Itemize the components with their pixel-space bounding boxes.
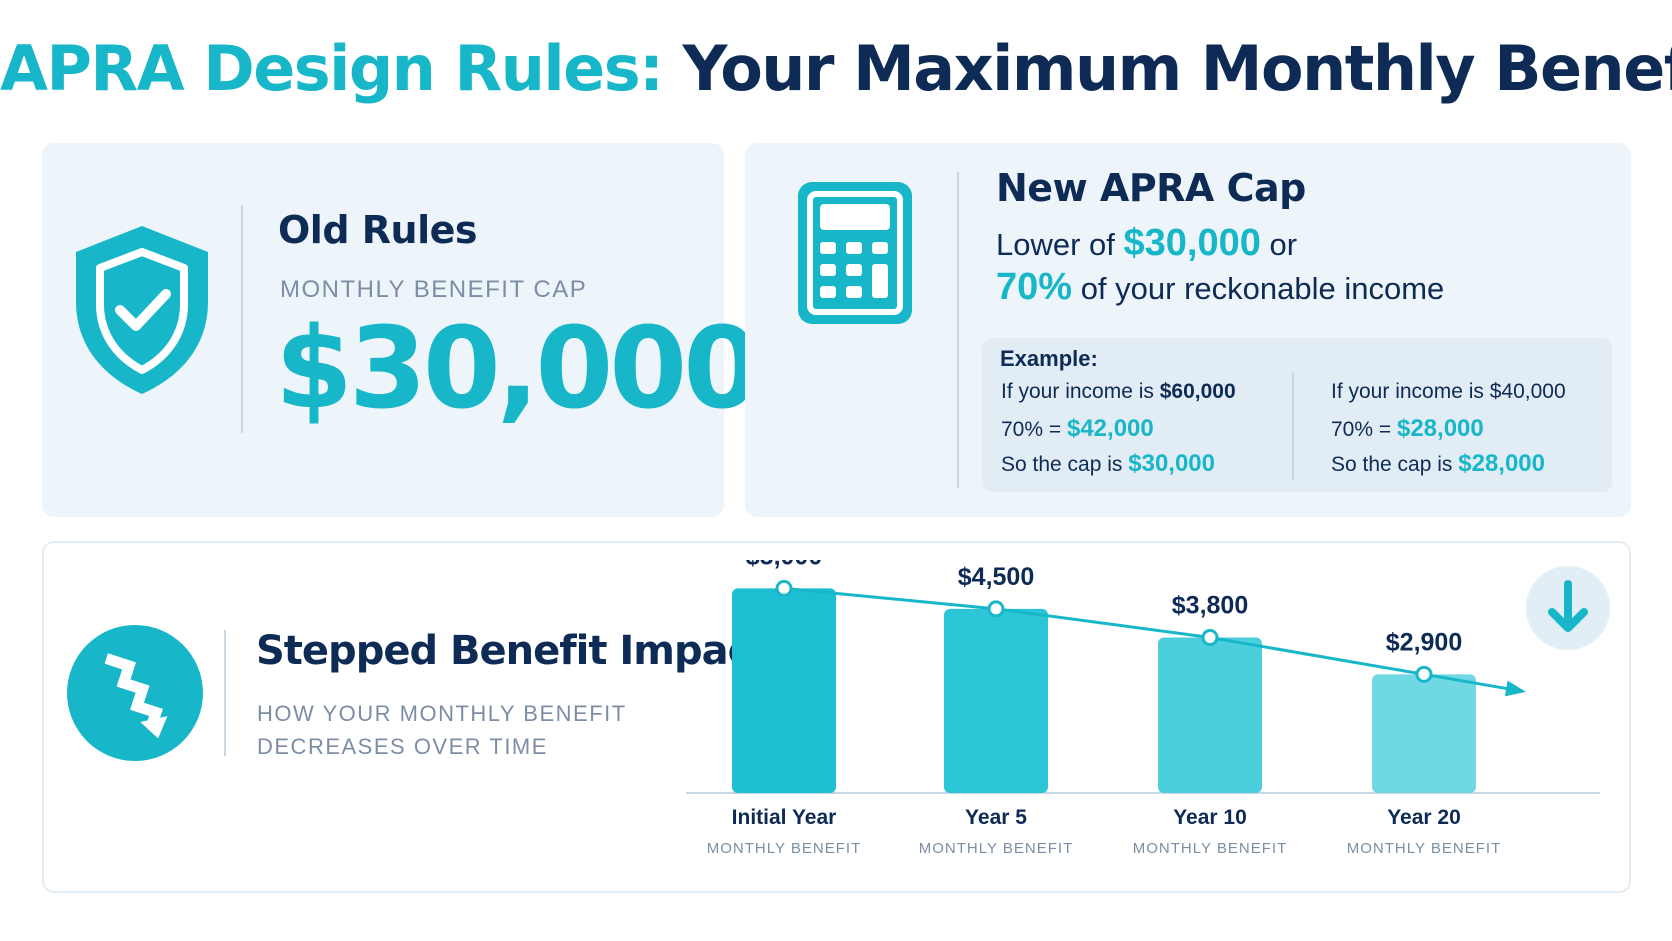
new-cap-rule-line1: Lower of $30,000 or [996, 222, 1297, 265]
chart-category-sublabel-4: MONTHLY BENEFIT [1346, 840, 1502, 857]
chart-trend-point-3 [1201, 628, 1219, 646]
example-label: Example: [1000, 346, 1098, 371]
chart-value-label-3: $3,800 [1172, 591, 1248, 619]
title-accent: APRA Design Rules: [0, 32, 664, 105]
chart-trend-arrowhead [1504, 680, 1526, 697]
rule-line1-suffix: or [1269, 227, 1298, 262]
shield-check-icon [76, 226, 208, 394]
new-cap-heading: New APRA Cap [996, 166, 1306, 210]
rule-line2-value: 70% [996, 266, 1073, 308]
chart-trend-point-4 [1415, 665, 1433, 683]
example-box [982, 338, 1612, 492]
example-left-column: If your income is $60,000 70% = $42,000 … [1001, 380, 1236, 485]
chart-bar-3 [1158, 637, 1262, 793]
chart-category-label-1: Initial Year [731, 806, 837, 829]
stepped-divider [224, 630, 226, 756]
chart-category-label-4: Year 20 [1387, 806, 1461, 829]
example-left-cap: So the cap is $30,000 [1001, 450, 1216, 477]
chart-value-label-4: $2,900 [1386, 628, 1462, 656]
stepped-heading: Stepped Benefit Impact [256, 628, 769, 674]
page-title: APRA Design Rules: Your Maximum Monthly … [0, 32, 1672, 105]
chart-category-sublabel-2: MONTHLY BENEFIT [918, 840, 1074, 857]
calculator-icon [798, 182, 912, 324]
chart-bar-4 [1372, 674, 1476, 793]
stepped-decrease-icon [67, 625, 203, 761]
stepped-benefit-card [42, 541, 1631, 893]
rule-line1-value: $30,000 [1123, 222, 1261, 264]
old-rules-heading: Old Rules [278, 208, 478, 252]
example-right-income: If your income is $40,000 [1331, 380, 1566, 403]
stepped-subheading: HOW YOUR MONTHLY BENEFIT DECREASES OVER … [257, 701, 627, 759]
old-rules-divider [241, 205, 243, 433]
new-cap-divider [957, 172, 959, 488]
rule-line1-prefix: Lower of [996, 227, 1115, 262]
chart-category-label-3: Year 10 [1173, 806, 1247, 829]
rule-line2-suffix: of your reckonable income [1080, 271, 1445, 306]
example-left-percent: 70% = $42,000 [1001, 415, 1154, 442]
old-rules-cap-value: $30,000 [275, 304, 761, 434]
example-right-column: If your income is $40,000 70% = $28,000 … [1331, 380, 1566, 485]
chart-category-label-2: Year 5 [965, 806, 1027, 829]
example-right-cap: So the cap is $28,000 [1331, 450, 1546, 477]
chart-trend-point-2 [987, 600, 1005, 618]
chart-category-sublabel-1: MONTHLY BENEFIT [706, 840, 862, 857]
arrow-down-icon [1526, 566, 1610, 650]
chart-value-label-1: $5,000 [746, 560, 822, 570]
title-rest: Your Maximum Monthly Benefit [682, 32, 1672, 105]
chart-bar-1 [732, 588, 836, 793]
new-cap-rule-line2: 70% of your reckonable income [996, 266, 1444, 309]
chart-value-label-2: $4,500 [958, 563, 1034, 591]
old-rules-subheading: MONTHLY BENEFIT CAP [280, 276, 588, 303]
example-right-percent: 70% = $28,000 [1331, 415, 1484, 442]
stepped-benefit-chart: $5,000 $4,500 $3,800 $2,900 [686, 560, 1600, 794]
chart-trend-point-1 [775, 579, 793, 597]
chart-category-sublabel-3: MONTHLY BENEFIT [1132, 840, 1288, 857]
example-divider [1292, 372, 1294, 480]
chart-bar-2 [944, 608, 1048, 793]
example-left-income: If your income is $60,000 [1001, 380, 1236, 403]
